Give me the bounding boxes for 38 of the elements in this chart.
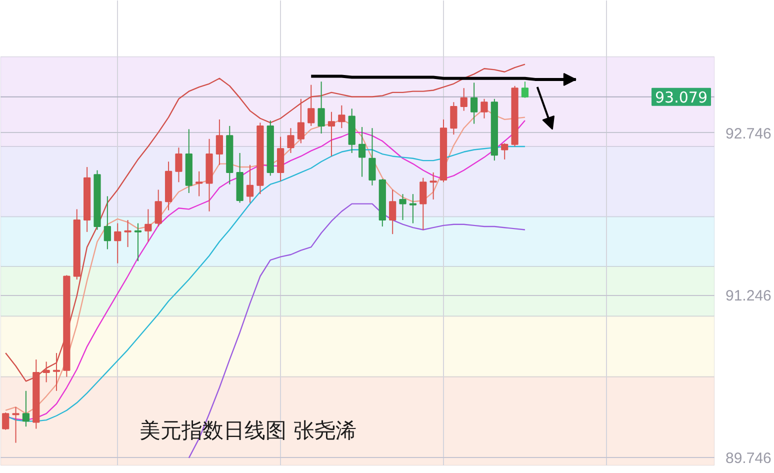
- candlestick: [124, 220, 132, 248]
- candlestick: [450, 102, 458, 136]
- candlestick: [308, 84, 315, 126]
- candlestick: [134, 222, 142, 262]
- candlestick: [114, 222, 122, 264]
- y-tick-label: 92.746: [726, 125, 772, 142]
- candlestick: [287, 128, 294, 154]
- candlestick: [246, 164, 254, 204]
- y-tick-label: 91.246: [726, 288, 772, 305]
- candlestick: [318, 81, 325, 134]
- candlestick: [196, 170, 203, 197]
- candlestick: [175, 147, 182, 183]
- candlestick: [22, 390, 30, 428]
- candlestick: [358, 126, 366, 178]
- candlestick: [2, 412, 10, 430]
- candlestick: [409, 194, 417, 224]
- candlestick: [368, 128, 376, 186]
- candlestick: [12, 406, 20, 444]
- candlestick: [470, 82, 478, 124]
- candlestick: [480, 98, 488, 119]
- candlestick: [154, 189, 162, 228]
- candlestick: [328, 111, 336, 157]
- text: 美元指数日线图 张尧浠: [140, 418, 356, 443]
- candlestick: [144, 208, 152, 242]
- candlestick: [277, 136, 284, 182]
- ref-line-label: 93.079: [655, 88, 708, 106]
- candlestick: [460, 88, 468, 112]
- candlestick: [216, 118, 224, 166]
- candlestick: [389, 189, 396, 235]
- candlestick: [297, 98, 304, 144]
- candlestick: [420, 177, 427, 230]
- candlestick: [501, 142, 508, 160]
- candlestick: [399, 194, 406, 221]
- candlestick: [104, 196, 111, 250]
- candlestick: [521, 81, 529, 98]
- candlestick: [338, 104, 346, 129]
- y-tick-label: 89.746: [726, 450, 772, 467]
- candlestick: [430, 172, 437, 200]
